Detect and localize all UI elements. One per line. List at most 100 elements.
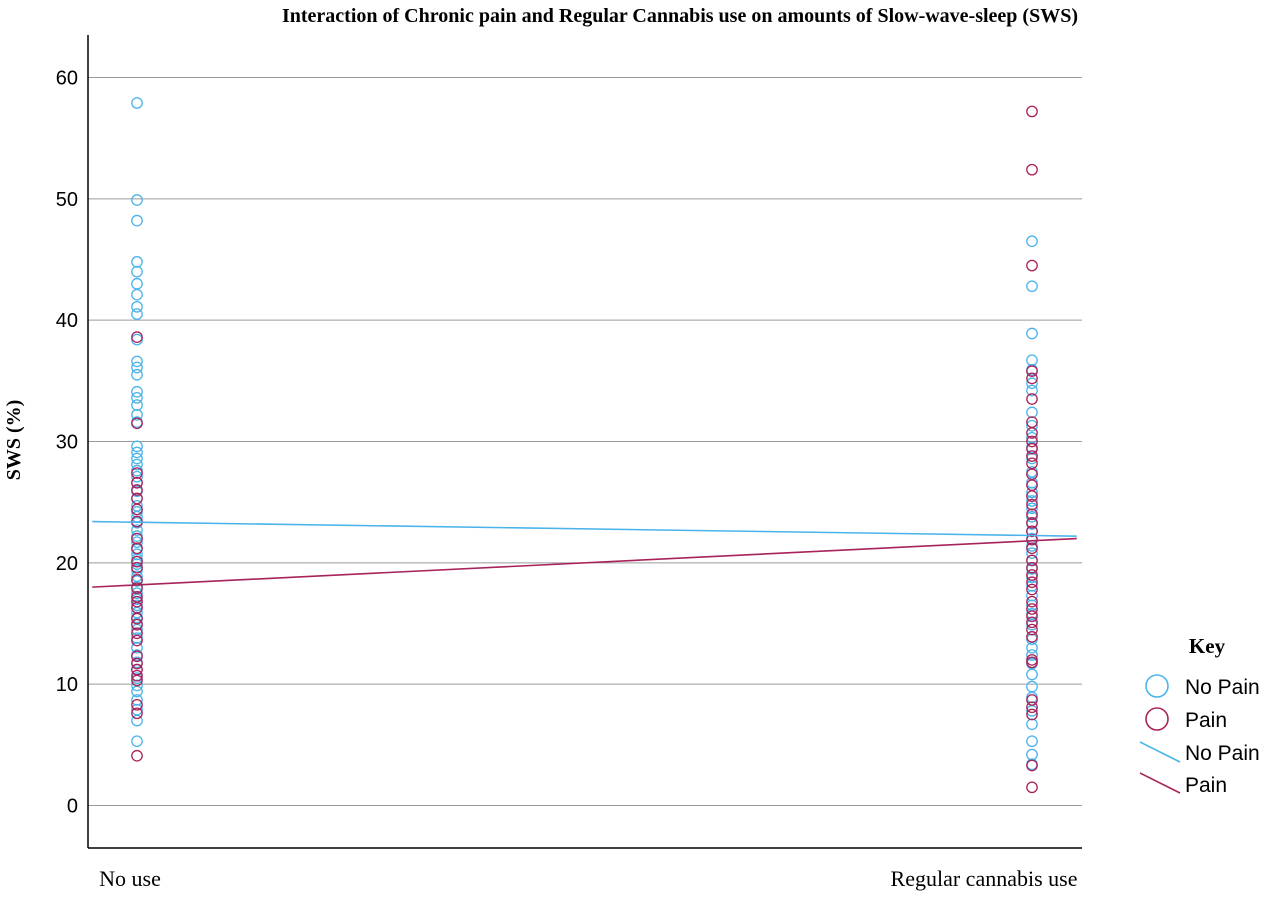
data-point-pain-regular-use-13 [1026,479,1038,492]
data-point-no-pain-regular-use-6 [1026,384,1038,397]
data-point-no-pain-regular-use-22 [1026,547,1038,559]
data-point-pain-regular-use-10 [1026,450,1038,462]
data-point-no-pain-regular-use-7 [1026,406,1038,419]
data-point-no-pain-no-use-20 [131,452,143,465]
data-point-no-pain-no-use-32 [131,530,143,542]
data-point-pain-no-use-4 [131,484,143,496]
data-point-pain-regular-use-27 [1026,603,1038,615]
data-point-no-pain-regular-use-39 [1026,718,1038,731]
data-point-pain-regular-use-29 [1026,616,1038,629]
data-point-pain-regular-use-1 [1026,163,1038,176]
x-category-label-no-use: No use [99,866,161,891]
data-point-no-pain-no-use-12 [131,368,143,381]
data-point-no-pain-regular-use-3 [1026,354,1038,367]
data-point-no-pain-no-use-19 [131,446,143,459]
data-point-no-pain-no-use-21 [131,458,143,471]
data-point-pain-regular-use-3 [1026,365,1038,377]
data-point-no-pain-no-use-57 [131,694,143,706]
data-point-no-pain-regular-use-16 [1026,502,1038,515]
data-point-no-pain-no-use-15 [131,399,143,411]
data-point-no-pain-no-use-23 [131,470,143,483]
data-point-no-pain-no-use-11 [131,361,143,374]
y-tick-label-0: 0 [67,796,78,818]
chart-title: Interaction of Chronic pain and Regular … [282,5,1078,27]
data-point-pain-no-use-18 [131,618,143,631]
data-point-no-pain-no-use-1 [131,194,143,206]
data-point-no-pain-regular-use-1 [1026,280,1038,293]
data-point-no-pain-regular-use-15 [1026,495,1038,507]
data-point-no-pain-regular-use-35 [1026,668,1038,681]
data-point-pain-no-use-22 [131,657,143,670]
data-point-no-pain-regular-use-33 [1026,649,1038,661]
data-point-pain-regular-use-36 [1026,708,1038,721]
y-axis-label: SWS (%) [3,400,25,481]
data-point-no-pain-no-use-60 [131,735,143,748]
data-point-pain-regular-use-28 [1026,610,1038,623]
data-point-no-pain-no-use-3 [131,256,143,268]
data-point-pain-no-use-11 [131,561,143,574]
legend-line-no-pain-icon [1139,741,1181,763]
data-point-pain-regular-use-25 [1026,583,1038,596]
data-point-no-pain-no-use-50 [131,641,143,654]
data-point-pain-regular-use-30 [1026,623,1038,636]
y-tick-labels: 0 10 20 30 40 50 60 [56,67,78,817]
data-point-pain-regular-use-26 [1026,595,1038,608]
fit-line-no-pain [92,520,1077,537]
legend-marker-pain-icon [1145,707,1169,731]
y-tick-label-20: 20 [56,553,78,575]
data-point-pain-no-use-13 [131,582,143,595]
data-point-pain-regular-use-24 [1026,576,1038,589]
data-point-no-pain-regular-use-5 [1026,377,1038,390]
data-point-no-pain-no-use-22 [131,464,143,477]
data-point-no-pain-no-use-9 [131,333,143,346]
data-point-pain-regular-use-20 [1026,542,1038,555]
data-point-pain-regular-use-17 [1026,516,1038,529]
data-point-pain-no-use-20 [131,634,143,647]
data-point-no-pain-no-use-55 [131,679,143,692]
y-tick-label-50: 50 [56,189,78,211]
legend-line-pain-icon [1139,772,1181,794]
data-point-no-pain-no-use-5 [131,277,143,290]
data-point-pain-regular-use-4 [1026,372,1038,385]
data-point-pain-regular-use-37 [1026,759,1038,772]
data-point-no-pain-no-use-14 [131,391,143,404]
data-point-no-pain-regular-use-36 [1026,680,1038,693]
data-point-pain-regular-use-0 [1026,105,1038,118]
data-point-no-pain-no-use-59 [131,714,143,727]
data-point-pain-regular-use-21 [1026,554,1038,567]
data-point-no-pain-no-use-16 [131,408,143,421]
data-point-pain-regular-use-38 [1026,781,1038,794]
data-point-no-pain-no-use-2 [131,214,143,227]
data-point-pain-regular-use-14 [1026,490,1038,502]
axes [87,35,1082,849]
data-points [131,97,1038,794]
data-point-pain-no-use-2 [131,467,143,479]
data-point-no-pain-no-use-6 [131,288,143,301]
y-tick-label-10: 10 [56,674,78,696]
data-point-pain-no-use-3 [131,476,143,489]
data-point-pain-no-use-1 [131,417,143,430]
legend-label-marker-pain: Pain [1185,709,1227,732]
data-point-pain-no-use-10 [131,555,143,568]
data-point-no-pain-no-use-35 [131,548,143,561]
data-point-no-pain-no-use-0 [131,97,143,109]
data-point-no-pain-no-use-31 [131,524,143,536]
legend-marker-no-pain-icon [1145,674,1169,698]
data-point-pain-no-use-0 [131,331,143,343]
data-point-pain-regular-use-33 [1026,656,1038,669]
data-point-pain-no-use-9 [131,542,143,555]
data-point-pain-regular-use-23 [1026,569,1038,581]
data-point-pain-regular-use-22 [1026,561,1038,574]
data-point-pain-regular-use-9 [1026,442,1038,455]
data-point-pain-regular-use-2 [1026,259,1038,272]
data-point-pain-no-use-24 [131,669,143,682]
data-point-no-pain-no-use-33 [131,536,143,549]
data-point-no-pain-regular-use-0 [1026,235,1038,248]
data-point-no-pain-no-use-18 [131,440,143,453]
data-point-no-pain-regular-use-27 [1026,589,1038,602]
data-point-no-pain-no-use-10 [131,355,143,368]
data-point-pain-regular-use-5 [1026,393,1038,405]
fit-lines [92,520,1077,588]
y-tick-label-30: 30 [56,432,78,454]
data-point-no-pain-no-use-13 [131,385,143,398]
